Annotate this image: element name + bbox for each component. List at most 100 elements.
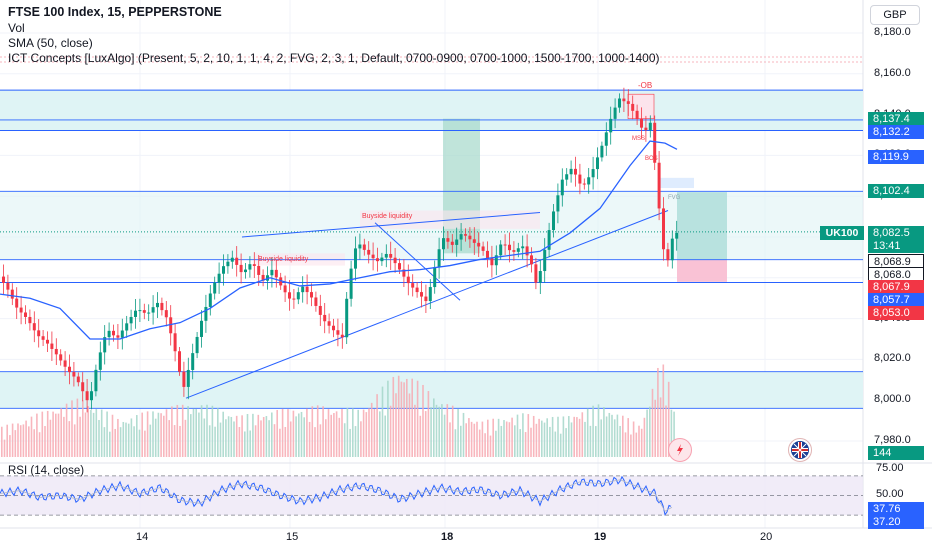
- candle-body: [279, 277, 283, 286]
- volume-bar: [87, 406, 89, 457]
- volume-bar: [49, 419, 52, 457]
- volume-bar: [527, 414, 530, 457]
- volume-bar: [154, 418, 157, 457]
- volume-bar: [30, 416, 33, 457]
- volume-bar: [165, 409, 168, 457]
- candle-body: [600, 145, 604, 158]
- volume-bar: [481, 421, 484, 457]
- candle-body: [116, 335, 120, 338]
- volume-bar: [187, 406, 189, 457]
- volume-bar: [497, 418, 500, 457]
- volume-bar: [136, 415, 138, 457]
- volume-bar: [198, 412, 200, 457]
- volume-bar: [163, 415, 165, 457]
- candle-body: [367, 249, 371, 255]
- chart-title[interactable]: FTSE 100 Index, 15, PEPPERSTONE: [8, 5, 222, 19]
- candle-body: [604, 132, 608, 146]
- volume-bar: [244, 431, 246, 457]
- volume-bar: [411, 378, 413, 457]
- candle-body: [288, 292, 291, 299]
- volume-bar: [354, 426, 357, 457]
- candle-body: [217, 273, 221, 283]
- candle-body: [499, 244, 503, 256]
- liquidity-zone: [0, 371, 863, 409]
- volume-bar: [38, 432, 41, 457]
- candle-body: [261, 274, 265, 281]
- candle-body: [125, 323, 129, 331]
- price-tick-label: 8,180.0: [874, 26, 911, 38]
- volume-bar: [654, 399, 656, 457]
- dividend-event-icon[interactable]: [668, 438, 692, 462]
- candle-body: [59, 354, 63, 361]
- volume-bar: [79, 416, 81, 457]
- volume-bar: [103, 427, 106, 457]
- candle-body: [613, 107, 617, 119]
- candle-body: [376, 258, 379, 262]
- currency-button[interactable]: GBP: [870, 5, 920, 25]
- volume-bar: [298, 413, 300, 457]
- volume-bar: [395, 393, 397, 457]
- symbol-tag: UK100: [820, 226, 864, 240]
- candle-body: [556, 195, 560, 212]
- volume-bar: [670, 409, 673, 457]
- legend-ict[interactable]: ICT Concepts [LuxAlgo] (Present, 5, 2, 1…: [8, 51, 660, 65]
- uk-flag-icon[interactable]: [788, 438, 812, 462]
- buyside-label: Buyside liquidity: [258, 256, 309, 263]
- candle-body: [560, 179, 564, 196]
- candle-body: [244, 269, 247, 273]
- volume-bar: [230, 416, 233, 457]
- price-level-tag: 8,137.4: [868, 112, 924, 126]
- volume-bar: [36, 413, 38, 457]
- candle-body: [332, 325, 335, 331]
- volume-bar: [17, 423, 19, 457]
- volume-bar: [157, 412, 160, 457]
- candle-body: [68, 366, 71, 373]
- volume-bar: [330, 414, 332, 457]
- volume-bar: [184, 419, 187, 457]
- volume-bar: [127, 423, 130, 457]
- legend-vol[interactable]: Vol: [8, 21, 25, 35]
- candle-body: [226, 261, 230, 267]
- volume-bar: [665, 405, 667, 457]
- legend-rsi[interactable]: RSI (14, close): [8, 465, 85, 477]
- volume-bar: [90, 410, 92, 457]
- volume-bar: [419, 415, 422, 457]
- rsi-line: [0, 475, 672, 516]
- ob-label: -OB: [638, 81, 652, 90]
- candle-body: [534, 264, 538, 283]
- volume-bar: [252, 413, 254, 457]
- candle-body: [81, 382, 85, 392]
- volume-bar: [341, 409, 343, 457]
- volume-bar: [346, 407, 349, 457]
- candle-body: [494, 255, 498, 266]
- volume-bar: [106, 411, 108, 457]
- volume-bar: [616, 414, 619, 457]
- volume-bar: [492, 418, 494, 457]
- rsi-value-tag: 37.76: [868, 502, 924, 516]
- volume-bar: [619, 425, 621, 457]
- candle-body: [552, 211, 555, 231]
- candle-body: [530, 255, 533, 265]
- candle-body: [54, 348, 58, 355]
- legend-sma[interactable]: SMA (50, close): [8, 36, 93, 50]
- volume-bar: [19, 425, 22, 457]
- volume-bar: [638, 425, 640, 457]
- candle-body: [305, 286, 309, 293]
- candle-body: [257, 265, 261, 275]
- rsi-signal-line: [0, 479, 673, 512]
- volume-bar: [6, 424, 8, 457]
- volume-bar: [516, 414, 519, 457]
- candle-body: [134, 310, 137, 317]
- volume-bar: [11, 423, 14, 457]
- volume-bar: [190, 414, 192, 457]
- candle-body: [156, 302, 159, 308]
- price-level-tag: 8,057.7: [868, 293, 924, 307]
- time-tick-label: 20: [760, 531, 773, 543]
- volume-bar: [573, 416, 575, 457]
- candle-body: [46, 339, 49, 344]
- volume-bar: [514, 425, 516, 457]
- volume-bar: [325, 419, 327, 457]
- candle-body: [653, 122, 657, 163]
- candle-body: [354, 248, 357, 269]
